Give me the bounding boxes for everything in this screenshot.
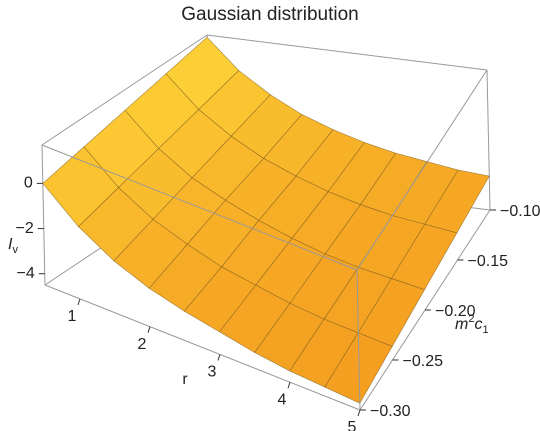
x-tick bbox=[287, 382, 291, 389]
x-tick bbox=[357, 409, 361, 417]
y-axis-label: m2c1 bbox=[455, 313, 489, 336]
box-edge bbox=[206, 34, 488, 71]
y-tick-label: −0.30 bbox=[370, 403, 411, 420]
x-axis-label: r bbox=[182, 371, 188, 388]
x-tick-label: 5 bbox=[348, 419, 357, 431]
label-part: v bbox=[12, 244, 18, 256]
x-tick bbox=[217, 354, 221, 361]
box-edge bbox=[486, 69, 491, 211]
surface-patch bbox=[324, 332, 393, 404]
label-part: I bbox=[8, 236, 13, 253]
y-tick-label: −0.25 bbox=[403, 353, 444, 370]
z-axis-label: Iv bbox=[8, 236, 18, 256]
z-tick-label: 0 bbox=[24, 175, 33, 192]
box-edge bbox=[41, 144, 46, 286]
box-edge bbox=[44, 284, 361, 411]
label-part: 2 bbox=[468, 313, 474, 325]
chart-title: Gaussian distribution bbox=[181, 4, 358, 25]
y-tick-label: −0.10 bbox=[500, 203, 540, 220]
box-edge bbox=[41, 34, 208, 146]
x-tick-label: 1 bbox=[68, 308, 77, 325]
box-edge bbox=[356, 269, 361, 411]
x-tick bbox=[77, 298, 81, 306]
x-tick-label: 2 bbox=[138, 336, 147, 353]
z-tick-label: −4 bbox=[17, 265, 35, 282]
label-part: 1 bbox=[482, 324, 488, 336]
box-edge bbox=[41, 144, 358, 271]
x-tick-label: 4 bbox=[278, 391, 287, 408]
x-tick-label: 3 bbox=[208, 364, 217, 381]
z-tick-label: −2 bbox=[16, 220, 34, 237]
x-tick bbox=[147, 326, 151, 333]
label-part: m bbox=[455, 316, 468, 333]
box-edge bbox=[356, 69, 488, 271]
y-tick-label: −0.20 bbox=[435, 303, 476, 320]
y-tick-label: −0.15 bbox=[468, 253, 509, 270]
label-part: c bbox=[474, 316, 482, 333]
